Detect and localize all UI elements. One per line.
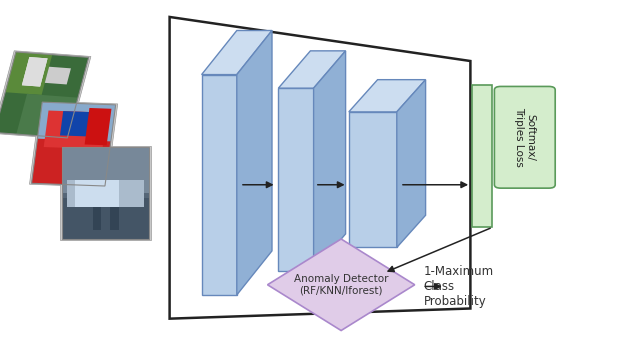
Polygon shape — [17, 94, 78, 138]
Polygon shape — [76, 180, 118, 207]
Polygon shape — [110, 207, 118, 230]
Polygon shape — [349, 112, 397, 247]
Polygon shape — [22, 57, 47, 86]
Polygon shape — [31, 102, 116, 186]
Polygon shape — [63, 198, 149, 239]
Polygon shape — [5, 52, 52, 95]
Polygon shape — [237, 31, 272, 295]
Polygon shape — [63, 147, 149, 193]
Text: Softmax/
Triples Loss: Softmax/ Triples Loss — [514, 107, 536, 167]
Polygon shape — [278, 51, 346, 88]
Polygon shape — [60, 111, 96, 137]
Polygon shape — [170, 17, 470, 319]
Polygon shape — [202, 31, 272, 75]
Polygon shape — [45, 67, 71, 84]
Polygon shape — [63, 147, 149, 239]
Polygon shape — [22, 57, 47, 86]
Polygon shape — [0, 52, 89, 138]
Polygon shape — [61, 146, 151, 240]
Text: 1-Maximum
Class
Probability: 1-Maximum Class Probability — [424, 265, 494, 308]
Polygon shape — [349, 80, 426, 112]
Polygon shape — [67, 180, 145, 207]
Polygon shape — [84, 108, 111, 145]
FancyBboxPatch shape — [472, 85, 492, 227]
Polygon shape — [397, 80, 426, 247]
Polygon shape — [314, 51, 346, 271]
Polygon shape — [268, 239, 415, 331]
Polygon shape — [202, 75, 237, 295]
Polygon shape — [31, 139, 111, 186]
Polygon shape — [0, 51, 91, 139]
Polygon shape — [278, 88, 314, 271]
Polygon shape — [44, 111, 108, 149]
Polygon shape — [93, 207, 101, 230]
Polygon shape — [29, 101, 118, 187]
Text: Anomaly Detector
(RF/KNN/Iforest): Anomaly Detector (RF/KNN/Iforest) — [294, 274, 388, 296]
FancyBboxPatch shape — [494, 86, 555, 188]
